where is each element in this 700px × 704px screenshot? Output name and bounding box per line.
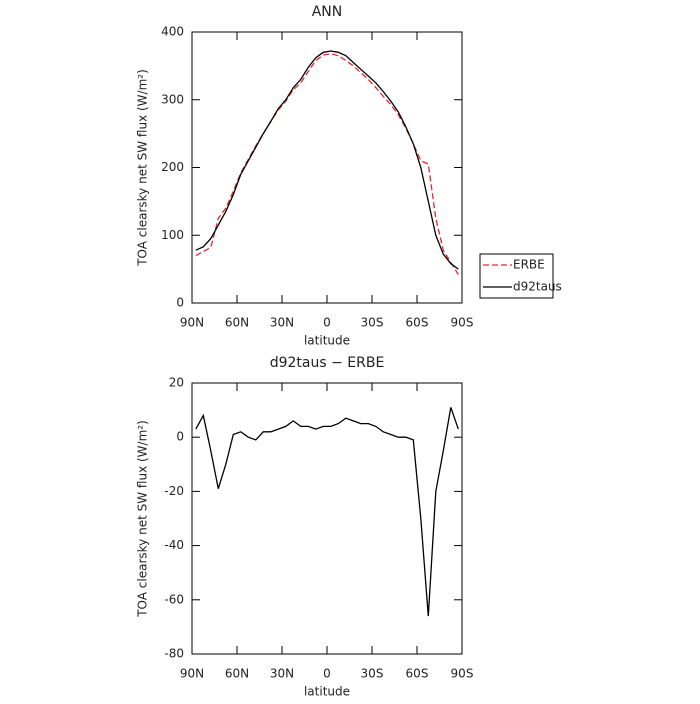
y-tick-label: 100: [161, 228, 184, 242]
y-tick-label: 200: [161, 160, 184, 174]
x-tick-label: 30N: [270, 316, 294, 330]
plot-frame: [191, 31, 463, 304]
x-tick-label: 0: [323, 667, 331, 681]
x-tick-label: 30N: [270, 667, 294, 681]
x-tick-label: 60S: [406, 667, 429, 681]
x-tick-label: 30S: [361, 316, 384, 330]
x-axis-label: latitude: [304, 685, 350, 699]
x-tick-label: 90S: [451, 316, 474, 330]
x-tick-label: 60S: [406, 316, 429, 330]
y-axis-label: TOA clearsky net SW flux (W/m²): [136, 420, 150, 618]
legend-label: ERBE: [513, 258, 545, 272]
panel-title: d92taus − ERBE: [270, 355, 385, 371]
y-tick-label: 0: [176, 296, 184, 310]
legend-box: [479, 253, 554, 299]
y-tick-label: -20: [164, 484, 184, 498]
x-tick-label: 30S: [361, 667, 384, 681]
data-line: [195, 50, 459, 270]
y-tick-label: 20: [169, 376, 184, 390]
x-tick-label: 60N: [225, 316, 249, 330]
x-tick-label: 60N: [225, 667, 249, 681]
x-tick-label: 90N: [180, 667, 204, 681]
y-tick-label: -40: [164, 538, 184, 552]
data-line: [195, 407, 459, 617]
panel-title: ANN: [312, 4, 343, 20]
legend-label: d92taus: [513, 280, 562, 294]
x-tick-label: 90N: [180, 316, 204, 330]
y-tick-label: -60: [164, 592, 184, 606]
y-tick-label: -80: [164, 647, 184, 661]
y-tick-label: 400: [161, 25, 184, 39]
x-tick-label: 0: [323, 316, 331, 330]
plot-frame: [191, 382, 463, 655]
data-line: [195, 53, 459, 275]
y-axis-label: TOA clearsky net SW flux (W/m²): [136, 69, 150, 267]
x-axis-label: latitude: [304, 334, 350, 348]
y-tick-label: 300: [161, 92, 184, 106]
x-tick-label: 90S: [451, 667, 474, 681]
y-tick-label: 0: [176, 430, 184, 444]
